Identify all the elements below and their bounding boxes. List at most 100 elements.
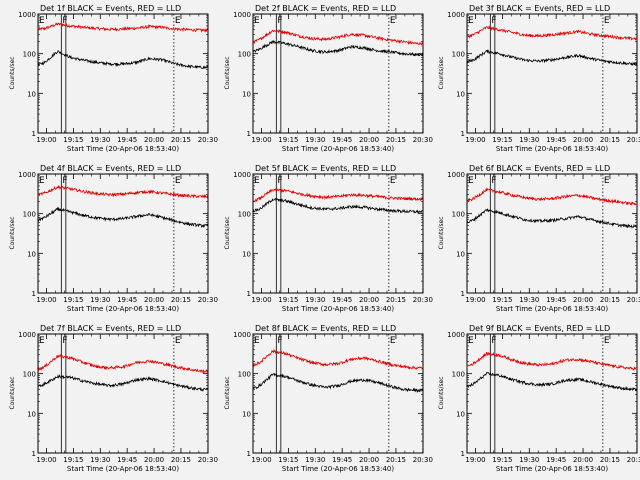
y-tick-label: 1000 bbox=[233, 331, 251, 339]
x-tick-label: 20:30 bbox=[627, 136, 640, 144]
panel-1: Det 1f BLACK = Events, RED = LLD Counts/s… bbox=[9, 4, 218, 153]
marker-label-f: F bbox=[491, 16, 496, 26]
y-tick-label: 1000 bbox=[18, 331, 36, 339]
marker-label-e: E bbox=[604, 176, 610, 186]
marker-label-f: F bbox=[62, 176, 67, 186]
y-tick-label: 1000 bbox=[447, 171, 465, 179]
marker-label-f: F bbox=[277, 176, 282, 186]
panel-title: Det 3f BLACK = Events, RED = LLD bbox=[469, 4, 610, 13]
panel-2: Det 2f BLACK = Events, RED = LLD Counts/s… bbox=[224, 4, 433, 153]
y-tick-label: 1 bbox=[247, 130, 251, 138]
y-axis-label: Counts/sec bbox=[9, 376, 16, 409]
y-tick-label: 10 bbox=[27, 90, 36, 98]
plot-frame bbox=[37, 173, 209, 294]
x-tick-label: 19:00 bbox=[465, 136, 485, 144]
x-tick-label: 19:15 bbox=[63, 136, 83, 144]
y-tick-label: 1000 bbox=[233, 171, 251, 179]
y-axis-label: Counts/sec bbox=[9, 56, 16, 89]
marker-label-f: E bbox=[468, 176, 474, 186]
panel-title: Det 6f BLACK = Events, RED = LLD bbox=[469, 164, 610, 173]
y-tick-label: 1 bbox=[461, 290, 465, 298]
x-axis-label: Start Time (20-Apr-06 18:53:40) bbox=[282, 465, 394, 473]
x-axis-label: Start Time (20-Apr-06 18:53:40) bbox=[496, 305, 608, 313]
marker-label-f: E bbox=[254, 176, 260, 186]
panel-grid: Det 1f BLACK = Events, RED = LLD Counts/s… bbox=[9, 4, 640, 473]
events-series-line bbox=[37, 206, 209, 228]
lld-series-line bbox=[466, 187, 638, 206]
y-tick-label: 10 bbox=[456, 250, 465, 258]
x-axis-label: Start Time (20-Apr-06 18:53:40) bbox=[282, 145, 394, 153]
panel-title: Det 9f BLACK = Events, RED = LLD bbox=[469, 324, 610, 333]
x-tick-label: 20:15 bbox=[386, 136, 406, 144]
y-tick-label: 1 bbox=[32, 450, 36, 458]
x-tick-label: 20:00 bbox=[573, 296, 593, 304]
panel-7: Det 7f BLACK = Events, RED = LLD Counts/s… bbox=[9, 324, 218, 473]
x-axis-label: Start Time (20-Apr-06 18:53:40) bbox=[496, 145, 608, 153]
marker-label-f: E bbox=[468, 16, 474, 26]
x-tick-label: 19:30 bbox=[519, 136, 539, 144]
y-tick-label: 1000 bbox=[18, 171, 36, 179]
x-tick-label: 19:45 bbox=[117, 296, 137, 304]
events-series-line bbox=[252, 39, 424, 57]
x-tick-label: 20:00 bbox=[573, 456, 593, 464]
x-tick-label: 19:00 bbox=[36, 456, 56, 464]
marker-label-e: E bbox=[390, 176, 396, 186]
x-tick-label: 19:00 bbox=[465, 456, 485, 464]
x-tick-label: 19:00 bbox=[251, 136, 271, 144]
y-tick-label: 1 bbox=[247, 290, 251, 298]
y-tick-label: 1000 bbox=[447, 331, 465, 339]
marker-label-f: F bbox=[491, 336, 496, 346]
x-tick-label: 19:15 bbox=[492, 136, 512, 144]
y-axis-label: Counts/sec bbox=[438, 216, 445, 249]
x-tick-label: 20:30 bbox=[627, 456, 640, 464]
x-tick-label: 19:45 bbox=[546, 136, 566, 144]
plot-frame bbox=[252, 13, 424, 134]
y-tick-label: 1 bbox=[247, 450, 251, 458]
x-tick-label: 20:15 bbox=[386, 296, 406, 304]
y-tick-label: 1 bbox=[32, 130, 36, 138]
x-tick-label: 20:15 bbox=[171, 456, 191, 464]
x-tick-label: 19:30 bbox=[90, 296, 110, 304]
marker-label-f: E bbox=[468, 336, 474, 346]
y-tick-label: 10 bbox=[242, 410, 251, 418]
x-tick-label: 19:00 bbox=[36, 296, 56, 304]
x-tick-label: 20:30 bbox=[198, 456, 218, 464]
y-axis-label: Counts/sec bbox=[224, 56, 231, 89]
x-tick-label: 19:45 bbox=[546, 456, 566, 464]
x-tick-label: 19:30 bbox=[305, 136, 325, 144]
panel-5: Det 5f BLACK = Events, RED = LLD Counts/s… bbox=[224, 164, 433, 313]
y-tick-label: 1 bbox=[461, 450, 465, 458]
x-tick-label: 19:45 bbox=[117, 456, 137, 464]
x-tick-label: 20:00 bbox=[144, 296, 164, 304]
y-tick-label: 100 bbox=[452, 211, 465, 219]
y-tick-label: 10 bbox=[456, 410, 465, 418]
x-tick-label: 19:00 bbox=[36, 136, 56, 144]
panel-title: Det 8f BLACK = Events, RED = LLD bbox=[255, 324, 396, 333]
x-tick-label: 19:30 bbox=[519, 456, 539, 464]
events-series-line bbox=[37, 50, 209, 70]
marker-label-f: F bbox=[277, 16, 282, 26]
marker-label-f: E bbox=[39, 16, 45, 26]
x-tick-label: 19:30 bbox=[305, 456, 325, 464]
y-tick-label: 1000 bbox=[233, 11, 251, 19]
x-tick-label: 20:00 bbox=[573, 136, 593, 144]
y-axis-label: Counts/sec bbox=[9, 216, 16, 249]
panel-title: Det 4f BLACK = Events, RED = LLD bbox=[40, 164, 181, 173]
x-tick-label: 19:30 bbox=[305, 296, 325, 304]
y-tick-label: 100 bbox=[23, 371, 36, 379]
plot-frame bbox=[252, 333, 424, 454]
lld-series-line bbox=[37, 22, 209, 33]
y-tick-label: 100 bbox=[23, 211, 36, 219]
panel-6: Det 6f BLACK = Events, RED = LLD Counts/s… bbox=[438, 164, 640, 313]
x-tick-label: 20:15 bbox=[600, 296, 620, 304]
x-tick-label: 19:00 bbox=[465, 296, 485, 304]
plot-frame bbox=[466, 173, 638, 294]
x-tick-label: 19:30 bbox=[519, 296, 539, 304]
panel-title: Det 1f BLACK = Events, RED = LLD bbox=[40, 4, 181, 13]
y-tick-label: 100 bbox=[238, 211, 251, 219]
plot-frame bbox=[466, 333, 638, 454]
y-tick-label: 10 bbox=[242, 250, 251, 258]
y-tick-label: 10 bbox=[242, 90, 251, 98]
